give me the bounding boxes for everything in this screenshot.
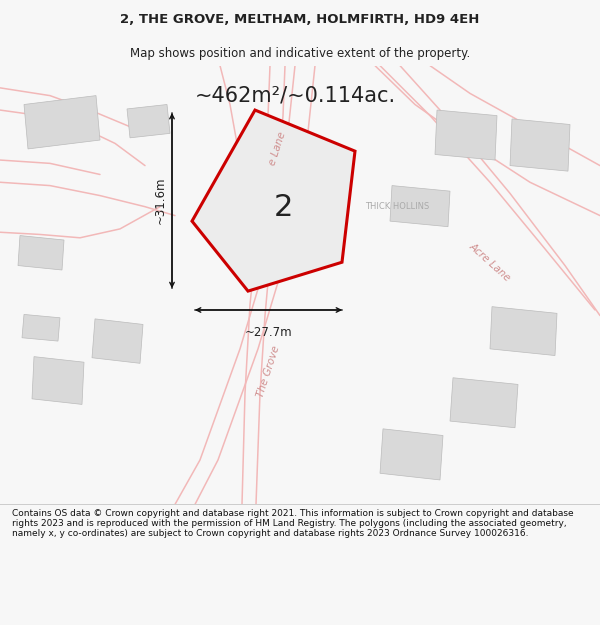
Text: ~462m²/~0.114ac.: ~462m²/~0.114ac.	[195, 86, 396, 106]
Text: THICK HOLLINS: THICK HOLLINS	[365, 202, 429, 211]
Polygon shape	[24, 96, 100, 149]
Polygon shape	[390, 186, 450, 227]
Text: ~27.7m: ~27.7m	[245, 326, 292, 339]
Polygon shape	[450, 378, 518, 428]
Polygon shape	[127, 104, 170, 138]
Polygon shape	[380, 429, 443, 480]
Text: Map shows position and indicative extent of the property.: Map shows position and indicative extent…	[130, 48, 470, 60]
Polygon shape	[510, 119, 570, 171]
Text: The Grove: The Grove	[255, 344, 281, 398]
Text: 2, THE GROVE, MELTHAM, HOLMFIRTH, HD9 4EH: 2, THE GROVE, MELTHAM, HOLMFIRTH, HD9 4E…	[121, 13, 479, 26]
Polygon shape	[192, 110, 355, 291]
Text: e Lane: e Lane	[268, 131, 288, 167]
Polygon shape	[490, 307, 557, 356]
Text: 2: 2	[274, 192, 293, 222]
Text: Acre Lane: Acre Lane	[467, 241, 512, 283]
Polygon shape	[22, 314, 60, 341]
Polygon shape	[32, 357, 84, 404]
Text: ~31.6m: ~31.6m	[154, 177, 167, 224]
Polygon shape	[435, 110, 497, 160]
Polygon shape	[18, 236, 64, 270]
Text: Contains OS data © Crown copyright and database right 2021. This information is : Contains OS data © Crown copyright and d…	[12, 509, 574, 538]
Polygon shape	[92, 319, 143, 363]
